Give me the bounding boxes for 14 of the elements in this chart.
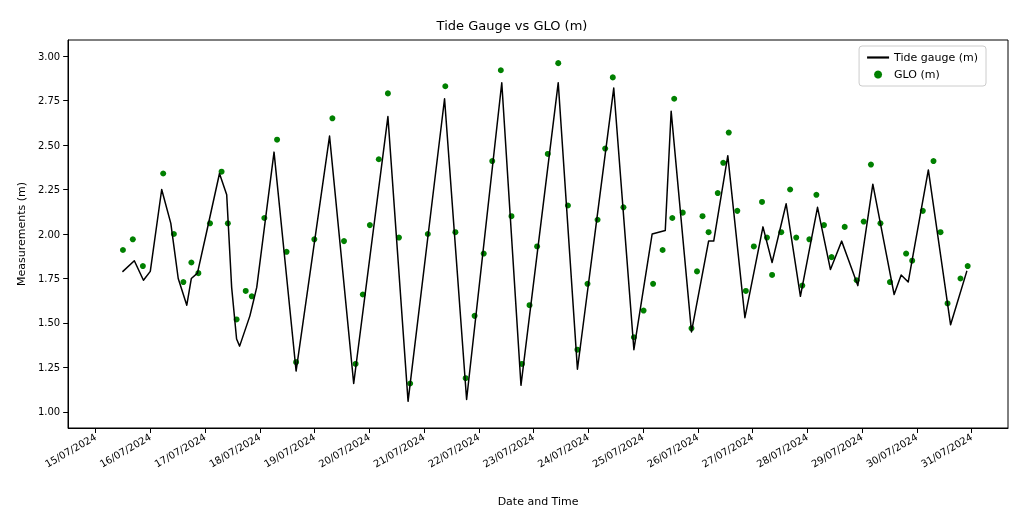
y-tick-label: 2.00 bbox=[37, 228, 61, 240]
y-tick-label: 2.25 bbox=[37, 184, 61, 195]
y-tick-label: 1.00 bbox=[37, 406, 61, 418]
y-tick-label: 3.00 bbox=[37, 50, 61, 62]
y-tick-label: 1.50 bbox=[37, 317, 61, 329]
legend-label: Tide gauge (m) bbox=[893, 51, 979, 64]
y-tick-label: 2.75 bbox=[37, 95, 61, 107]
y-axis-title: Measurements (m) bbox=[15, 181, 28, 287]
chart-title: Tide Gauge vs GLO (m) bbox=[435, 18, 588, 33]
legend-label: GLO (m) bbox=[894, 68, 940, 81]
x-axis-title: Date and Time bbox=[497, 495, 579, 508]
y-tick-label: 1.25 bbox=[37, 361, 61, 373]
y-tick-label: 2.50 bbox=[37, 139, 61, 151]
y-tick-label: 1.75 bbox=[37, 273, 61, 284]
